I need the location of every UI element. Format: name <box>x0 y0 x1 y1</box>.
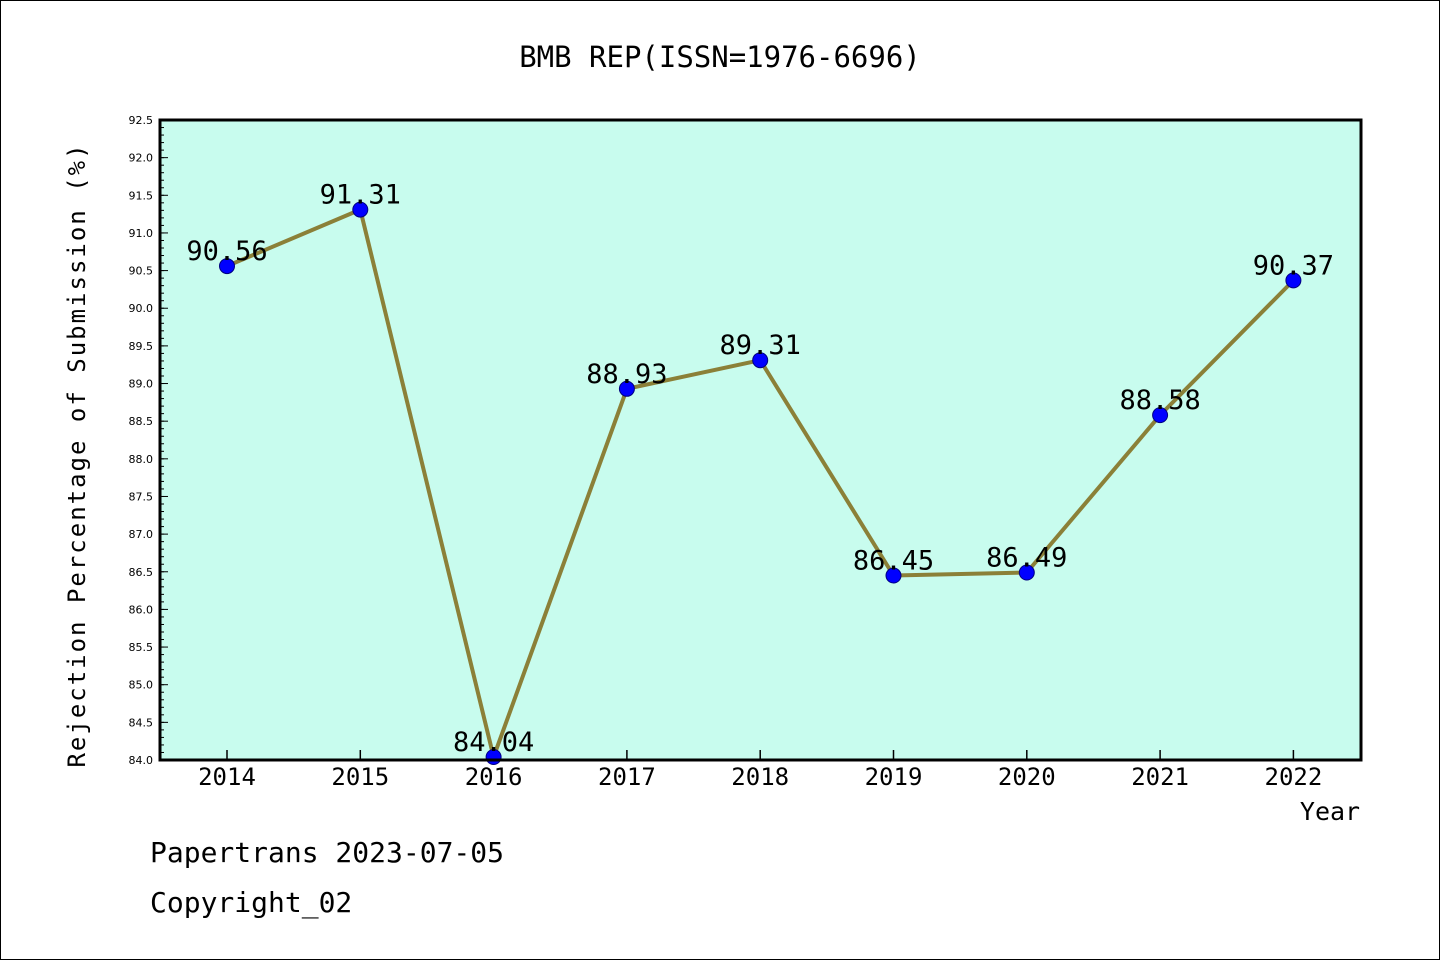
y-tick-label: 89.0 <box>129 378 154 391</box>
y-axis-label: Rejection Percentage of Submission (%) <box>63 142 91 767</box>
y-tick-label: 88.0 <box>129 453 154 466</box>
y-tick-label: 86.0 <box>129 603 154 616</box>
data-point <box>1152 407 1169 424</box>
data-point <box>752 352 769 369</box>
data-point <box>885 567 902 584</box>
y-tick-label: 87.0 <box>129 528 154 541</box>
data-point <box>618 380 635 397</box>
data-label: 90.37 <box>1253 250 1334 281</box>
y-tick-label: 89.5 <box>129 340 154 353</box>
plot-border <box>158 118 1363 762</box>
y-tick-label: 84.5 <box>129 716 154 729</box>
footer-copyright: Copyright_02 <box>150 886 353 919</box>
x-axis-label: Year <box>1300 797 1360 826</box>
data-label: 88.93 <box>586 359 667 390</box>
y-tick-label: 90.0 <box>129 302 154 315</box>
x-tick-label: 2015 <box>331 763 389 791</box>
footer-date: Papertrans 2023-07-05 <box>150 836 505 869</box>
data-label: 86.45 <box>853 546 934 577</box>
data-point <box>1285 272 1302 289</box>
x-tick-label: 2016 <box>465 763 523 791</box>
y-tick-label: 90.5 <box>129 265 154 278</box>
plot-area <box>160 120 1361 760</box>
data-label: 84.04 <box>453 727 534 758</box>
x-tick-label: 2014 <box>198 763 256 791</box>
data-label: 91.31 <box>320 180 401 211</box>
x-axis-ticks: 2014 2015 2016 2017 2018 2019 2020 2021 2022 <box>198 750 1322 791</box>
data-labels: 90.56 91.31 84.04 88.93 89.31 86.45 86.49 88.58… <box>186 180 1334 758</box>
data-label: 88.58 <box>1119 385 1200 416</box>
y-tick-label: 91.0 <box>129 227 154 240</box>
x-tick-label: 2021 <box>1131 763 1189 791</box>
x-tick-label: 2020 <box>998 763 1056 791</box>
y-tick-label: 92.5 <box>129 114 154 127</box>
x-tick-label: 2019 <box>865 763 923 791</box>
y-tick-label: 85.0 <box>129 679 154 692</box>
y-tick-label: 84.0 <box>129 754 154 767</box>
x-tick-label: 2017 <box>598 763 656 791</box>
data-point <box>219 258 235 275</box>
y-tick-label: 87.5 <box>129 490 154 503</box>
y-axis-ticks: 84.0 84.5 85.0 85.5 86.0 86.5 87.0 87.5 88.0 88.5… <box>129 114 168 767</box>
y-tick-label: 85.5 <box>129 641 154 654</box>
y-tick-label: 92.0 <box>129 152 154 165</box>
chart-title: BMB REP(ISSN=1976-6696) <box>519 40 921 74</box>
data-label: 89.31 <box>720 330 801 361</box>
data-label: 90.56 <box>186 236 267 267</box>
y-tick-label: 88.5 <box>129 415 154 428</box>
x-tick-label: 2018 <box>731 763 789 791</box>
y-tick-label: 91.5 <box>129 189 154 202</box>
y-tick-label: 86.5 <box>129 566 154 579</box>
data-label: 86.49 <box>986 543 1067 574</box>
data-point <box>352 201 369 218</box>
data-point <box>1018 564 1035 581</box>
x-tick-label: 2022 <box>1265 763 1323 791</box>
